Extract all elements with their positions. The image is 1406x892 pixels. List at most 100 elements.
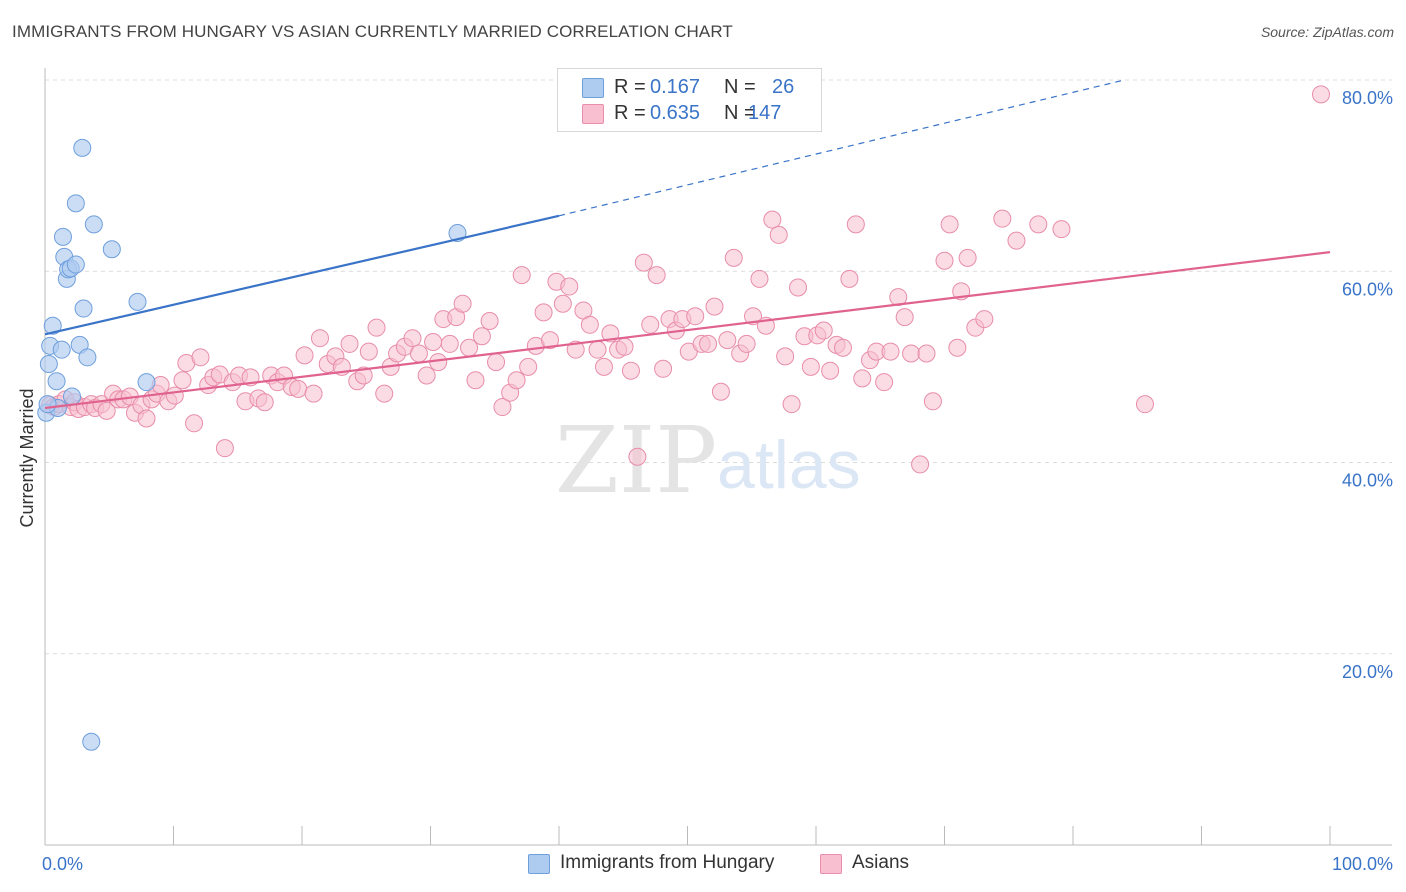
asian-point bbox=[1052, 220, 1071, 239]
asian-point bbox=[789, 278, 808, 297]
asian-point bbox=[935, 251, 954, 270]
asian-point bbox=[185, 414, 204, 433]
asian-point bbox=[1007, 231, 1026, 250]
asian-point bbox=[833, 338, 852, 357]
legend-r-value: 0.167 bbox=[650, 76, 701, 98]
asian-point bbox=[553, 294, 572, 313]
legend-r-label: R = bbox=[614, 102, 646, 124]
asian-point bbox=[472, 327, 491, 346]
asian-point bbox=[601, 324, 620, 343]
hungary-trend-line bbox=[44, 214, 560, 336]
asian-point bbox=[534, 303, 553, 322]
legend-n-value: 26 bbox=[772, 76, 795, 98]
hungary-trend-extension bbox=[558, 79, 1125, 217]
asian-point bbox=[699, 334, 718, 353]
data-points bbox=[37, 85, 1331, 751]
bottom-legend-label-hungary: Immigrants from Hungary bbox=[560, 852, 775, 873]
legend-swatch-asians bbox=[582, 104, 604, 124]
asian-point bbox=[718, 331, 737, 350]
asian-point bbox=[711, 382, 730, 401]
asian-point bbox=[911, 455, 930, 474]
asian-point bbox=[519, 357, 538, 376]
asian-point bbox=[191, 348, 210, 367]
asian-point bbox=[763, 210, 782, 229]
legend-r-value: 0.635 bbox=[650, 102, 701, 124]
asian-point bbox=[295, 346, 314, 365]
source-label: Source: ZipAtlas.com bbox=[1260, 24, 1394, 40]
asian-point bbox=[566, 340, 585, 359]
asian-point bbox=[750, 269, 769, 288]
asian-point bbox=[641, 315, 660, 334]
asian-point bbox=[902, 344, 921, 363]
asian-point bbox=[853, 369, 872, 388]
asian-point bbox=[507, 371, 526, 390]
asian-point bbox=[453, 294, 472, 313]
asian-point bbox=[1312, 85, 1331, 104]
tick-labels: 20.0% 40.0% 60.0% 80.0% 0.0% 100.0% bbox=[42, 88, 1393, 874]
asian-point bbox=[215, 439, 234, 458]
asian-point bbox=[594, 357, 613, 376]
hungary-point bbox=[62, 387, 81, 406]
asian-point bbox=[466, 371, 485, 390]
asian-point bbox=[923, 392, 942, 411]
asian-point bbox=[424, 333, 443, 352]
hungary-point bbox=[102, 240, 121, 259]
legend-r-label: R = bbox=[614, 76, 646, 98]
asian-point bbox=[409, 344, 428, 363]
axes bbox=[44, 68, 1392, 846]
y-tick-label: 80.0% bbox=[1342, 88, 1393, 108]
asian-point bbox=[289, 379, 308, 398]
asian-point bbox=[875, 373, 894, 392]
hungary-point bbox=[39, 355, 58, 374]
asian-point bbox=[958, 248, 977, 267]
grid-lines bbox=[45, 79, 1392, 655]
hungary-point bbox=[128, 292, 147, 311]
asian-point bbox=[993, 209, 1012, 228]
y-axis-label: Currently Married bbox=[17, 388, 37, 527]
x-tick-label: 100.0% bbox=[1332, 854, 1393, 874]
hungary-point bbox=[137, 373, 156, 392]
asian-point bbox=[628, 447, 647, 466]
asian-point bbox=[782, 395, 801, 414]
asian-point bbox=[634, 253, 653, 272]
asian-point bbox=[615, 337, 634, 356]
asian-point bbox=[487, 353, 506, 372]
hungary-point bbox=[52, 340, 71, 359]
asian-point bbox=[165, 386, 184, 405]
hungary-point bbox=[84, 215, 103, 234]
bottom-legend-label-asians: Asians bbox=[852, 852, 910, 873]
asian-point bbox=[737, 334, 756, 353]
asian-point bbox=[375, 384, 394, 403]
asian-point bbox=[310, 329, 329, 348]
legend-n-label: N = bbox=[724, 102, 756, 124]
asian-point bbox=[493, 398, 512, 417]
trend-lines bbox=[44, 79, 1331, 410]
asian-point bbox=[705, 297, 724, 316]
legend-n-value: 147 bbox=[748, 102, 782, 124]
y-tick-label: 20.0% bbox=[1342, 662, 1393, 682]
asian-point bbox=[1135, 395, 1154, 414]
asian-point bbox=[821, 361, 840, 380]
asian-point bbox=[776, 347, 795, 366]
asian-point bbox=[744, 307, 763, 326]
asian-point bbox=[769, 225, 788, 244]
hungary-point bbox=[73, 138, 92, 157]
asian-point bbox=[359, 342, 378, 361]
asian-point bbox=[560, 277, 579, 296]
hungary-point bbox=[47, 372, 66, 391]
asian-point bbox=[440, 334, 459, 353]
legend-swatch-hungary bbox=[582, 78, 604, 98]
hungary-point bbox=[66, 194, 85, 213]
asian-point bbox=[1029, 215, 1048, 234]
asian-point bbox=[686, 307, 705, 326]
hungary-point bbox=[74, 299, 93, 318]
asian-point bbox=[367, 318, 386, 337]
asian-point bbox=[846, 215, 865, 234]
asian-point bbox=[654, 359, 673, 378]
hungary-point bbox=[43, 316, 62, 335]
bottom-legend-swatch-hungary bbox=[528, 854, 550, 874]
asian-point bbox=[304, 384, 323, 403]
watermark-atlas: atlas bbox=[717, 427, 861, 503]
asian-point bbox=[647, 266, 666, 285]
